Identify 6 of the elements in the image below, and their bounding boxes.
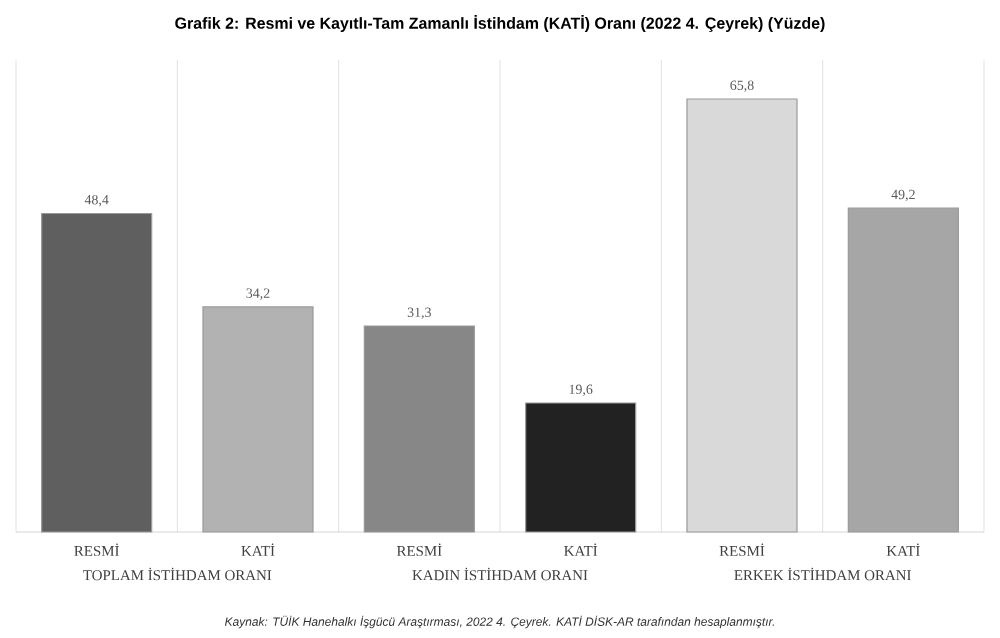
bar	[363, 325, 475, 533]
bar	[202, 306, 314, 533]
bar	[525, 402, 637, 533]
bar	[686, 98, 798, 533]
bar	[847, 207, 959, 533]
bar	[41, 212, 153, 533]
